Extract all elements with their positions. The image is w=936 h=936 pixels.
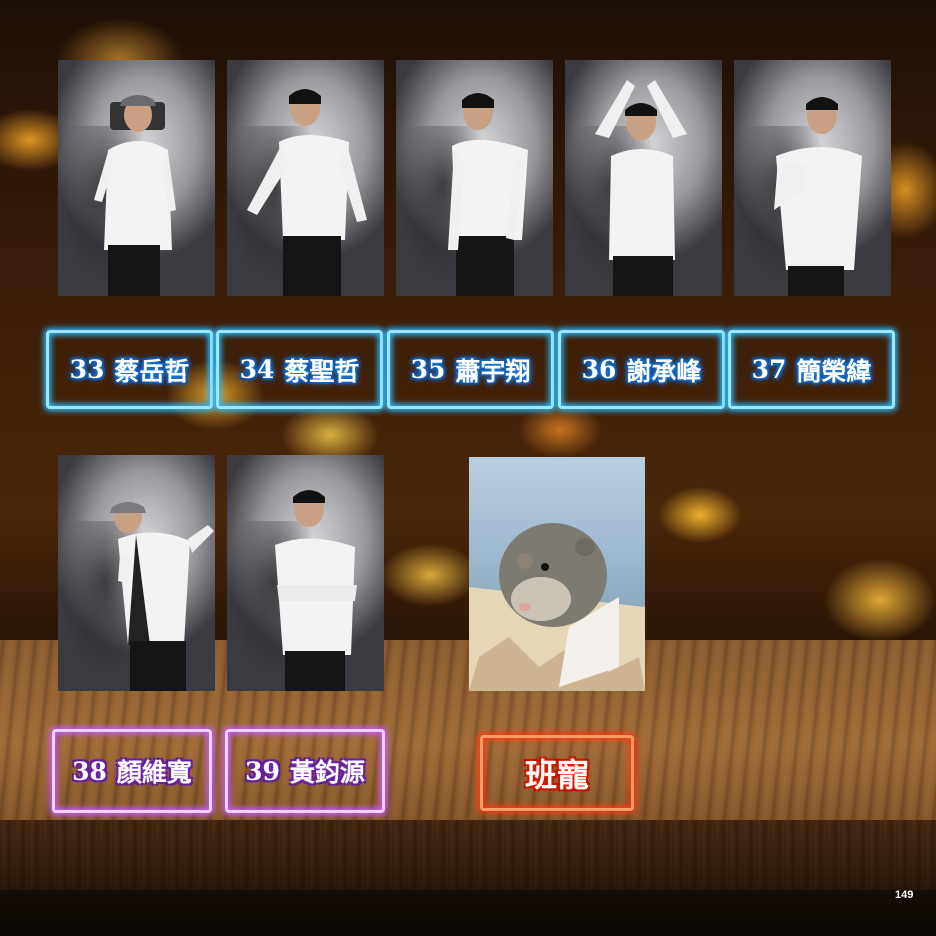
hamster-photo xyxy=(469,457,645,691)
student-name: 蕭宇翔 xyxy=(455,356,531,386)
student-label-36: 36 謝承峰 xyxy=(558,330,725,409)
student-number: 39 xyxy=(245,756,280,786)
student-label-37: 37 簡榮緯 xyxy=(728,330,895,409)
student-name: 顏維寬 xyxy=(116,758,192,787)
student-photo-34 xyxy=(227,60,384,296)
class-pet-label: 班寵 xyxy=(480,735,634,811)
page-number: 149 xyxy=(895,889,914,901)
student-photo-37 xyxy=(734,60,891,296)
student-name: 蔡岳哲 xyxy=(114,356,190,386)
student-number: 34 xyxy=(239,355,275,384)
student-number: 38 xyxy=(72,756,107,786)
student-label-35: 35 蕭宇翔 xyxy=(387,330,554,409)
student-photo-36 xyxy=(565,60,722,296)
student-number: 37 xyxy=(751,355,787,384)
student-number: 36 xyxy=(581,355,617,384)
student-name: 蔡聖哲 xyxy=(284,356,360,386)
student-label-39: 39 黃鈞源 xyxy=(225,729,385,813)
student-name: 黃鈞源 xyxy=(289,758,365,787)
student-number: 33 xyxy=(69,355,105,384)
table-edge xyxy=(0,820,936,890)
class-pet-text: 班寵 xyxy=(524,756,589,794)
student-photo-39 xyxy=(227,455,384,691)
student-name: 謝承峰 xyxy=(626,356,702,386)
student-label-34: 34 蔡聖哲 xyxy=(216,330,383,409)
student-number: 35 xyxy=(410,355,446,384)
student-name: 簡榮緯 xyxy=(796,356,872,386)
student-photo-38 xyxy=(58,455,215,691)
student-photo-35 xyxy=(396,60,553,296)
floor-shadow xyxy=(0,890,936,936)
student-photo-33 xyxy=(58,60,215,296)
student-label-33: 33 蔡岳哲 xyxy=(46,330,213,409)
student-label-38: 38 顏維寬 xyxy=(52,729,212,813)
